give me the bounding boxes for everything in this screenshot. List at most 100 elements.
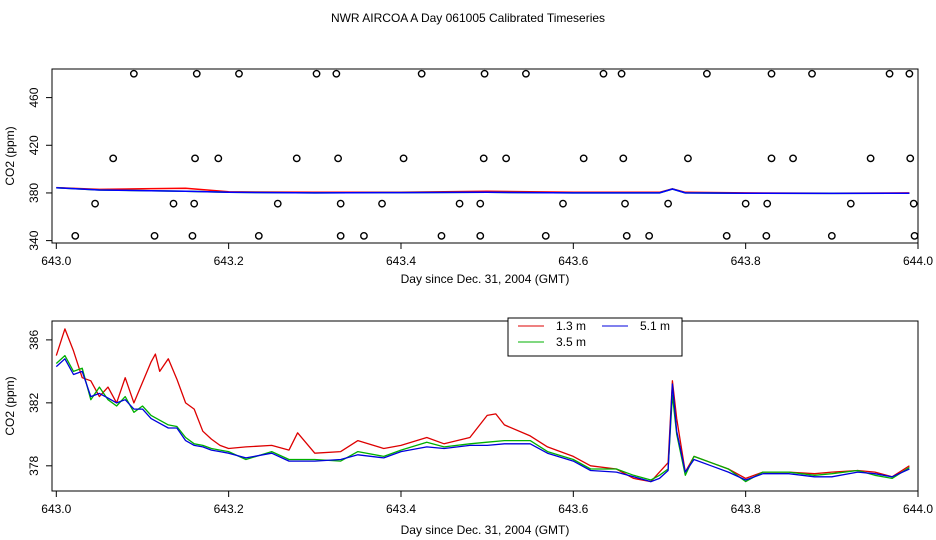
cal-point (479, 154, 488, 163)
cal-point (621, 199, 629, 208)
cal-point (846, 199, 855, 208)
cal-point (312, 69, 321, 78)
legend-label-3-5m: 3.5 m (556, 335, 586, 349)
top-y-tick-label: 340 (27, 230, 41, 250)
cal-point (827, 231, 836, 240)
top-series-group (56, 186, 910, 195)
cal-point (909, 199, 918, 208)
cal-point (579, 154, 588, 163)
cal-point (214, 154, 223, 163)
bottom-series-1-3-m (55, 328, 910, 483)
cal-point (559, 199, 567, 208)
cal-point (150, 231, 159, 240)
chart-title: NWR AIRCOA A Day 061005 Calibrated Times… (331, 11, 605, 25)
cal-point (292, 154, 301, 163)
legend-box (507, 317, 683, 357)
bottom-y-tick-label: 378 (27, 455, 41, 475)
cal-point (619, 154, 628, 163)
cal-point (334, 154, 342, 163)
top-x-tick-label: 643.6 (558, 254, 588, 268)
cal-point (235, 69, 243, 78)
cal-point (273, 199, 282, 208)
top-cal-points (71, 69, 919, 240)
bottom-y-label: CO2 (ppm) (3, 376, 17, 435)
cal-point (254, 231, 263, 240)
cal-point (762, 231, 771, 240)
cal-point (109, 154, 118, 163)
top-x-axis: 643.0 643.2 643.4 643.6 643.8 644.0 (41, 242, 933, 268)
cal-point (332, 69, 341, 78)
bottom-series-3-5-m (55, 354, 910, 483)
cal-point (399, 154, 408, 163)
cal-point (808, 69, 816, 78)
cal-point (664, 199, 673, 208)
cal-point (722, 231, 731, 240)
cal-point (522, 69, 530, 78)
cal-point (190, 199, 199, 208)
cal-point (617, 69, 626, 78)
bottom-x-tick-label: 643.6 (558, 502, 588, 516)
bottom-y-axis: 378 382 386 (27, 330, 53, 476)
bottom-x-label: Day since Dec. 31, 2004 (GMT) (401, 523, 570, 537)
cal-point (645, 231, 654, 240)
bottom-plot-frame (51, 320, 919, 492)
cal-point (336, 199, 345, 208)
bottom-x-tick-label: 644.0 (903, 502, 933, 516)
bottom-x-tick-label: 643.8 (731, 502, 761, 516)
cal-point (910, 231, 919, 240)
bottom-x-tick-label: 643.4 (386, 502, 416, 516)
cal-point (188, 231, 197, 240)
cal-point (455, 199, 464, 208)
top-x-tick-label: 643.4 (386, 254, 416, 268)
top-y-label: CO2 (ppm) (3, 126, 17, 185)
cal-point (767, 69, 776, 78)
cal-point (684, 154, 692, 163)
bottom-x-tick-label: 643.2 (214, 502, 244, 516)
bottom-series-5-1-m (55, 358, 910, 483)
cal-point (763, 199, 772, 208)
cal-point (360, 231, 368, 240)
top-x-tick-label: 643.2 (214, 254, 244, 268)
cal-point (71, 231, 80, 240)
cal-point (91, 199, 99, 208)
cal-point (417, 69, 426, 78)
bottom-y-tick-label: 382 (27, 393, 41, 413)
cal-point (541, 231, 550, 240)
bottom-x-axis: 643.0 643.2 643.4 643.6 643.8 644.0 (41, 490, 933, 516)
cal-point (885, 69, 894, 78)
top-x-tick-label: 644.0 (903, 254, 933, 268)
cal-point (622, 231, 631, 240)
cal-point (437, 231, 446, 240)
top-y-tick-label: 420 (27, 135, 41, 155)
cal-point (378, 199, 386, 208)
top-x-tick-label: 643.0 (41, 254, 71, 268)
cal-point (191, 154, 199, 163)
cal-point (702, 69, 711, 78)
top-x-label: Day since Dec. 31, 2004 (GMT) (401, 272, 570, 286)
cal-point (789, 154, 797, 163)
legend: 1.3 m 3.5 m 5.1 m (507, 317, 683, 357)
legend-label-1-3m: 1.3 m (556, 319, 586, 333)
cal-point (599, 69, 608, 78)
cal-point (476, 231, 485, 240)
cal-point (502, 154, 511, 163)
top-panel: 643.0 643.2 643.4 643.6 643.8 644.0 340 380 420… (3, 68, 933, 286)
top-x-tick-label: 643.8 (731, 254, 761, 268)
top-y-axis: 340 380 420 460 (27, 87, 53, 251)
cal-point (192, 69, 201, 78)
cal-point (866, 154, 875, 163)
cal-point (741, 199, 750, 208)
cal-point (767, 154, 776, 163)
bottom-series-group (55, 328, 910, 483)
cal-point (480, 69, 489, 78)
legend-label-5-1m: 5.1 m (640, 319, 670, 333)
top-y-tick-label: 380 (27, 183, 41, 203)
cal-point (906, 154, 915, 163)
bottom-panel: 643.0 643.2 643.4 643.6 643.8 644.0 378 382 386… (3, 317, 933, 537)
cal-point (169, 199, 178, 208)
bottom-x-tick-label: 643.0 (41, 502, 71, 516)
cal-point (129, 69, 138, 78)
top-y-tick-label: 460 (27, 87, 41, 107)
cal-point (905, 69, 914, 78)
